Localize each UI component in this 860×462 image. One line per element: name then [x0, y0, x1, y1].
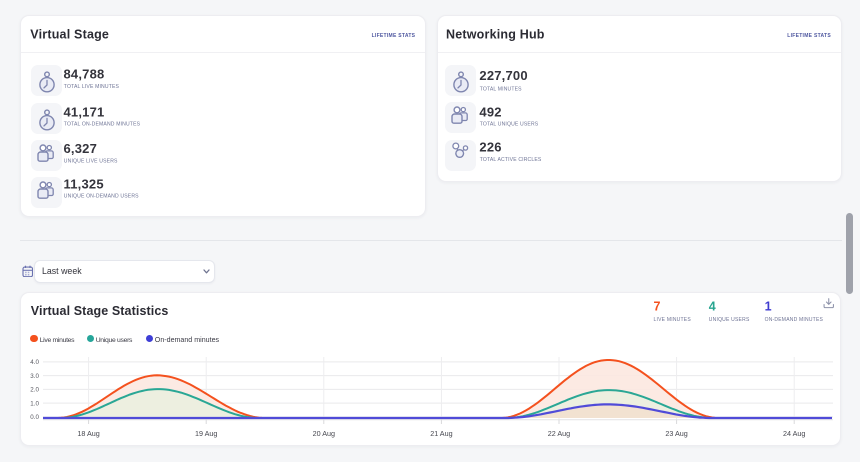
svg-text:24 Aug: 24 Aug — [783, 429, 805, 438]
svg-text:Live minutes: Live minutes — [40, 337, 75, 344]
svg-text:2.0: 2.0 — [30, 387, 39, 394]
svg-text:TOTAL UNIQUE USERS: TOTAL UNIQUE USERS — [480, 122, 539, 128]
svg-text:Virtual Stage Statistics: Virtual Stage Statistics — [31, 304, 169, 318]
svg-text:UNIQUE USERS: UNIQUE USERS — [709, 317, 750, 323]
svg-text:TOTAL MINUTES: TOTAL MINUTES — [480, 86, 522, 92]
svg-text:21 Aug: 21 Aug — [430, 429, 452, 438]
svg-text:227,700: 227,700 — [479, 68, 527, 83]
svg-text:226: 226 — [479, 140, 501, 155]
svg-text:LIFETIME STATS: LIFETIME STATS — [372, 33, 416, 39]
svg-text:TOTAL LIVE MINUTES: TOTAL LIVE MINUTES — [64, 84, 120, 90]
svg-text:20 Aug: 20 Aug — [313, 429, 335, 438]
svg-text:3.0: 3.0 — [30, 373, 39, 380]
svg-text:LIVE MINUTES: LIVE MINUTES — [654, 317, 692, 323]
svg-text:TOTAL ON-DEMAND MINUTES: TOTAL ON-DEMAND MINUTES — [64, 122, 141, 128]
svg-text:84,788: 84,788 — [64, 67, 105, 82]
svg-text:LIFETIME STATS: LIFETIME STATS — [787, 33, 831, 39]
svg-text:19 Aug: 19 Aug — [195, 429, 217, 438]
svg-text:7: 7 — [654, 300, 661, 314]
svg-text:ON-DEMAND MINUTES: ON-DEMAND MINUTES — [765, 317, 824, 323]
svg-text:22 Aug: 22 Aug — [548, 429, 570, 438]
svg-text:41,171: 41,171 — [64, 105, 105, 120]
svg-text:4: 4 — [709, 300, 716, 314]
svg-text:1: 1 — [765, 300, 772, 314]
svg-text:11,325: 11,325 — [64, 177, 104, 192]
svg-text:6,327: 6,327 — [64, 141, 98, 156]
svg-text:23 Aug: 23 Aug — [665, 429, 687, 438]
svg-text:0.0: 0.0 — [30, 414, 39, 421]
svg-text:UNIQUE ON-DEMAND USERS: UNIQUE ON-DEMAND USERS — [64, 194, 139, 200]
svg-text:Virtual Stage: Virtual Stage — [30, 28, 109, 42]
svg-text:On-demand minutes: On-demand minutes — [155, 336, 220, 344]
svg-text:TOTAL ACTIVE CIRCLES: TOTAL ACTIVE CIRCLES — [480, 157, 542, 163]
svg-text:Networking Hub: Networking Hub — [446, 28, 545, 42]
svg-text:4.0: 4.0 — [30, 359, 39, 366]
svg-text:492: 492 — [479, 104, 501, 119]
svg-text:18 Aug: 18 Aug — [77, 429, 99, 438]
svg-text:UNIQUE LIVE USERS: UNIQUE LIVE USERS — [64, 158, 118, 164]
svg-text:Last week: Last week — [42, 266, 82, 276]
svg-text:1.0: 1.0 — [30, 400, 39, 407]
svg-text:Unique users: Unique users — [96, 337, 133, 344]
